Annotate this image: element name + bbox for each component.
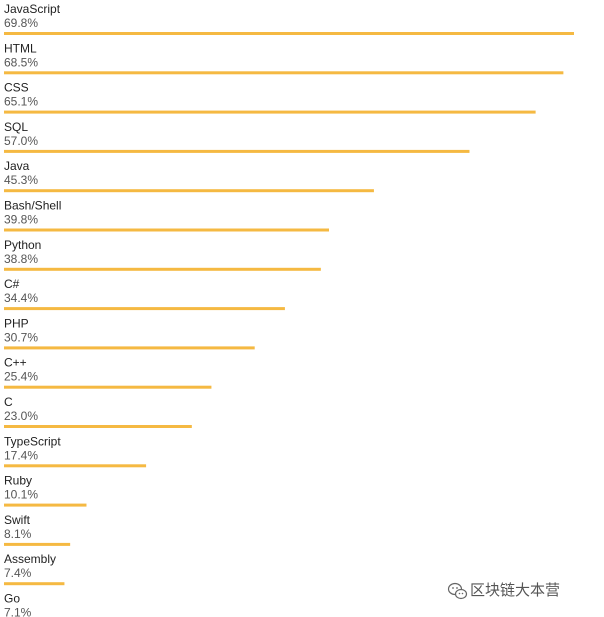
bar [4,503,87,507]
category-label: Bash/Shell [4,199,61,213]
category-label: C [4,395,13,409]
category-label: HTML [4,41,37,55]
wechat-icon [447,582,468,600]
bar [4,582,65,586]
bar [4,307,285,311]
value-label: 30.7% [4,330,38,344]
category-label: CSS [4,81,29,95]
value-label: 34.4% [4,291,38,305]
category-label: Assembly [4,552,56,566]
bar [4,189,374,193]
value-label: 38.8% [4,252,38,266]
value-label: 45.3% [4,173,38,187]
bar [4,71,564,75]
bar [4,110,536,114]
watermark: 区块链大本营 [447,581,560,600]
category-label: SQL [4,120,28,134]
bar [4,228,330,232]
bar [4,267,321,271]
value-label: 39.8% [4,213,38,227]
value-label: 68.5% [4,55,38,69]
category-label: TypeScript [4,434,61,448]
bar [4,149,470,153]
value-label: 25.4% [4,370,38,384]
value-label: 57.0% [4,134,38,148]
value-label: 17.4% [4,448,38,462]
watermark-text: 区块链大本营 [470,581,560,599]
bar [4,32,574,35]
category-label: PHP [4,316,29,330]
category-label: Ruby [4,474,32,488]
value-label: 7.4% [4,566,32,580]
bar [4,464,147,468]
bar [4,346,255,350]
category-label: Swift [4,513,31,527]
bar [4,425,192,428]
category-label: Java [4,159,30,173]
bar [4,542,71,546]
value-label: 7.1% [4,606,32,617]
category-label: C++ [4,356,27,370]
value-label: 69.8% [4,16,38,30]
category-label: Python [4,238,41,252]
value-label: 8.1% [4,527,32,541]
value-label: 10.1% [4,488,38,502]
category-label: JavaScript [4,2,61,16]
value-label: 65.1% [4,95,38,109]
value-label: 23.0% [4,409,38,423]
category-label: C# [4,277,20,291]
category-label: Go [4,592,20,606]
bar [4,385,212,389]
